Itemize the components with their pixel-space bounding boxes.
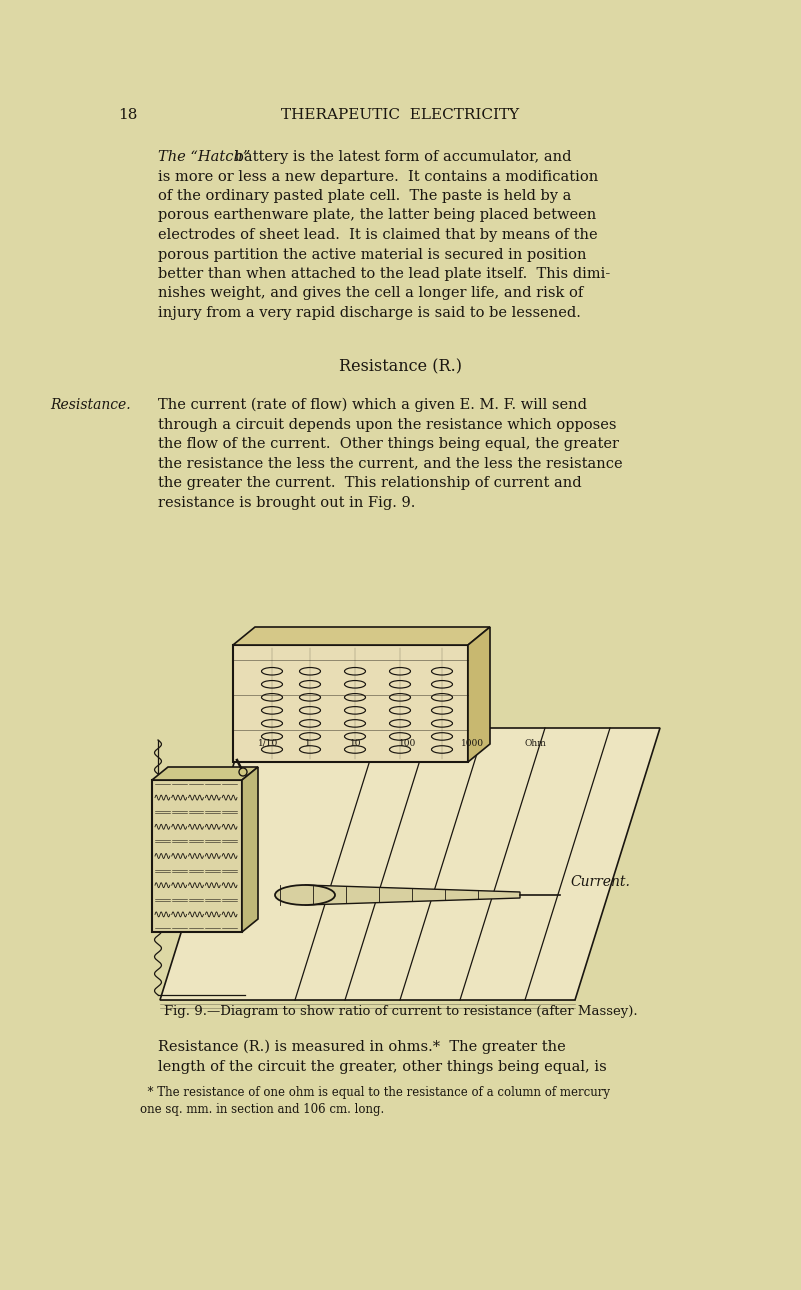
Text: Resistance (R.) is measured in ohms.*  The greater the: Resistance (R.) is measured in ohms.* Th… bbox=[158, 1040, 566, 1054]
Ellipse shape bbox=[275, 885, 335, 906]
Polygon shape bbox=[305, 885, 520, 906]
Circle shape bbox=[239, 768, 247, 777]
Text: Resistance (R.): Resistance (R.) bbox=[339, 359, 462, 375]
Text: nishes weight, and gives the cell a longer life, and risk of: nishes weight, and gives the cell a long… bbox=[158, 286, 583, 301]
Text: the flow of the current.  Other things being equal, the greater: the flow of the current. Other things be… bbox=[158, 437, 619, 451]
Text: length of the circuit the greater, other things being equal, is: length of the circuit the greater, other… bbox=[158, 1059, 606, 1073]
Text: better than when attached to the lead plate itself.  This dimi-: better than when attached to the lead pl… bbox=[158, 267, 610, 281]
Text: battery is the latest form of accumulator, and: battery is the latest form of accumulato… bbox=[230, 150, 571, 164]
Text: the resistance the less the current, and the less the resistance: the resistance the less the current, and… bbox=[158, 457, 622, 471]
Text: Current.: Current. bbox=[570, 875, 630, 889]
Text: is more or less a new departure.  It contains a modification: is more or less a new departure. It cont… bbox=[158, 169, 598, 183]
Polygon shape bbox=[160, 728, 660, 1000]
Text: 10: 10 bbox=[350, 739, 362, 748]
Text: 1000: 1000 bbox=[461, 739, 484, 748]
Text: of the ordinary pasted plate cell.  The paste is held by a: of the ordinary pasted plate cell. The p… bbox=[158, 190, 571, 203]
Text: 1: 1 bbox=[305, 739, 311, 748]
Text: injury from a very rapid discharge is said to be lessened.: injury from a very rapid discharge is sa… bbox=[158, 306, 581, 320]
Text: THERAPEUTIC  ELECTRICITY: THERAPEUTIC ELECTRICITY bbox=[281, 108, 520, 123]
Text: electrodes of sheet lead.  It is claimed that by means of the: electrodes of sheet lead. It is claimed … bbox=[158, 228, 598, 243]
Polygon shape bbox=[152, 768, 258, 780]
Text: 1/10: 1/10 bbox=[258, 739, 278, 748]
Text: the greater the current.  This relationship of current and: the greater the current. This relationsh… bbox=[158, 476, 582, 490]
Text: resistance is brought out in Fig. 9.: resistance is brought out in Fig. 9. bbox=[158, 495, 416, 510]
Text: through a circuit depends upon the resistance which opposes: through a circuit depends upon the resis… bbox=[158, 418, 617, 431]
Text: Resistance.: Resistance. bbox=[50, 399, 131, 412]
Text: porous partition the active material is secured in position: porous partition the active material is … bbox=[158, 248, 586, 262]
Text: Ohm: Ohm bbox=[524, 739, 546, 748]
Polygon shape bbox=[468, 627, 490, 762]
Text: The current (rate of flow) which a given E. M. F. will send: The current (rate of flow) which a given… bbox=[158, 399, 587, 413]
Polygon shape bbox=[242, 768, 258, 931]
Bar bbox=[233, 645, 468, 762]
Text: * The resistance of one ohm is equal to the resistance of a column of mercury: * The resistance of one ohm is equal to … bbox=[140, 1086, 610, 1099]
Polygon shape bbox=[233, 627, 490, 645]
Text: 18: 18 bbox=[118, 108, 138, 123]
Bar bbox=[152, 780, 242, 931]
Text: porous earthenware plate, the latter being placed between: porous earthenware plate, the latter bei… bbox=[158, 209, 596, 222]
Text: Resistances.: Resistances. bbox=[286, 630, 374, 644]
Text: The “Hatch”: The “Hatch” bbox=[158, 150, 251, 164]
Text: 100: 100 bbox=[400, 739, 417, 748]
Text: one sq. mm. in section and 106 cm. long.: one sq. mm. in section and 106 cm. long. bbox=[140, 1103, 384, 1116]
Text: Fig. 9.—Diagram to show ratio of current to resistance (after Massey).: Fig. 9.—Diagram to show ratio of current… bbox=[163, 1005, 638, 1018]
